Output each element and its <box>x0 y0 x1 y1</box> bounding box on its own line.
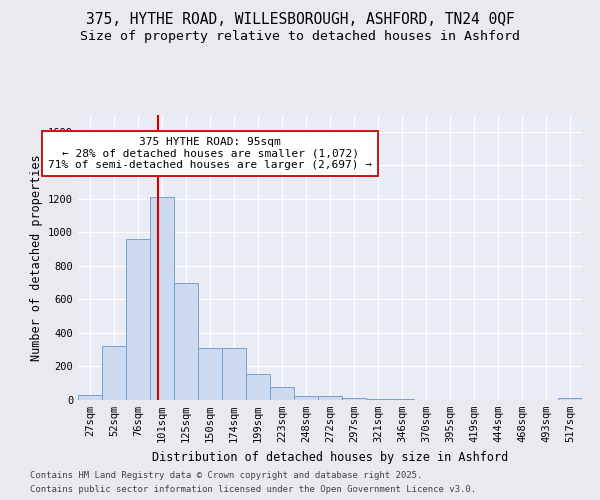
Bar <box>174 282 198 400</box>
Bar <box>390 399 414 400</box>
Bar <box>270 388 294 400</box>
Text: Contains HM Land Registry data © Crown copyright and database right 2025.: Contains HM Land Registry data © Crown c… <box>30 471 422 480</box>
Bar <box>246 374 270 400</box>
X-axis label: Distribution of detached houses by size in Ashford: Distribution of detached houses by size … <box>152 450 508 464</box>
Bar <box>558 398 582 400</box>
Y-axis label: Number of detached properties: Number of detached properties <box>29 154 43 361</box>
Bar <box>366 399 390 400</box>
Text: 375, HYTHE ROAD, WILLESBOROUGH, ASHFORD, TN24 0QF: 375, HYTHE ROAD, WILLESBOROUGH, ASHFORD,… <box>86 12 514 28</box>
Bar <box>150 197 174 400</box>
Bar <box>222 348 246 400</box>
Bar <box>318 396 342 400</box>
Text: 375 HYTHE ROAD: 95sqm
← 28% of detached houses are smaller (1,072)
71% of semi-d: 375 HYTHE ROAD: 95sqm ← 28% of detached … <box>48 137 372 170</box>
Bar <box>294 396 318 400</box>
Text: Contains public sector information licensed under the Open Government Licence v3: Contains public sector information licen… <box>30 485 476 494</box>
Bar <box>198 348 222 400</box>
Bar <box>78 395 102 400</box>
Bar <box>126 239 150 400</box>
Text: Size of property relative to detached houses in Ashford: Size of property relative to detached ho… <box>80 30 520 43</box>
Bar <box>102 346 126 400</box>
Bar <box>342 398 366 400</box>
